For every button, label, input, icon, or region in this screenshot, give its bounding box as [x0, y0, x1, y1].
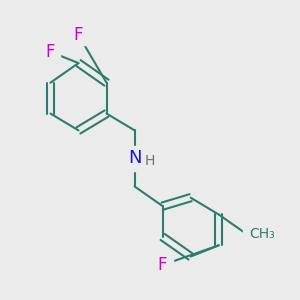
Text: CH₃: CH₃ — [250, 227, 275, 241]
Text: F: F — [74, 26, 83, 44]
Text: N: N — [128, 149, 141, 167]
Text: F: F — [158, 256, 167, 274]
Text: F: F — [46, 43, 55, 61]
Text: H: H — [145, 154, 155, 168]
